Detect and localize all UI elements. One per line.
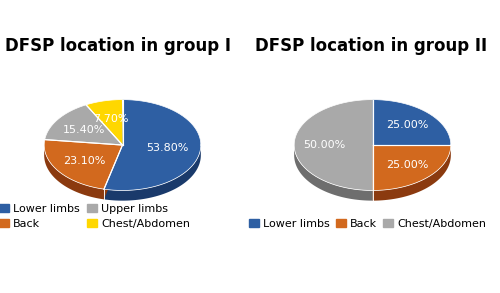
Text: 50.00%: 50.00% bbox=[303, 140, 345, 150]
Text: 7.70%: 7.70% bbox=[94, 114, 129, 124]
Legend: Lower limbs, Back, Upper limbs, Chest/Abdomen: Lower limbs, Back, Upper limbs, Chest/Ab… bbox=[0, 204, 190, 229]
Polygon shape bbox=[294, 145, 372, 201]
Polygon shape bbox=[104, 100, 201, 190]
Text: 23.10%: 23.10% bbox=[62, 156, 105, 166]
Polygon shape bbox=[104, 145, 122, 199]
Legend: Lower limbs, Back, Chest/Abdomen: Lower limbs, Back, Chest/Abdomen bbox=[249, 219, 486, 229]
Text: 15.40%: 15.40% bbox=[62, 125, 105, 134]
Polygon shape bbox=[86, 100, 122, 145]
Text: DFSP location in group II: DFSP location in group II bbox=[255, 37, 487, 54]
Polygon shape bbox=[372, 145, 451, 201]
Polygon shape bbox=[44, 140, 122, 189]
Text: 53.80%: 53.80% bbox=[146, 143, 189, 153]
Polygon shape bbox=[372, 100, 451, 145]
Polygon shape bbox=[104, 145, 201, 201]
Text: 25.00%: 25.00% bbox=[386, 160, 428, 170]
Polygon shape bbox=[372, 145, 451, 190]
Polygon shape bbox=[294, 100, 372, 190]
Text: DFSP location in group I: DFSP location in group I bbox=[5, 37, 231, 54]
Polygon shape bbox=[44, 145, 104, 199]
Text: 25.00%: 25.00% bbox=[386, 120, 428, 130]
Polygon shape bbox=[44, 105, 122, 145]
Polygon shape bbox=[104, 145, 122, 199]
